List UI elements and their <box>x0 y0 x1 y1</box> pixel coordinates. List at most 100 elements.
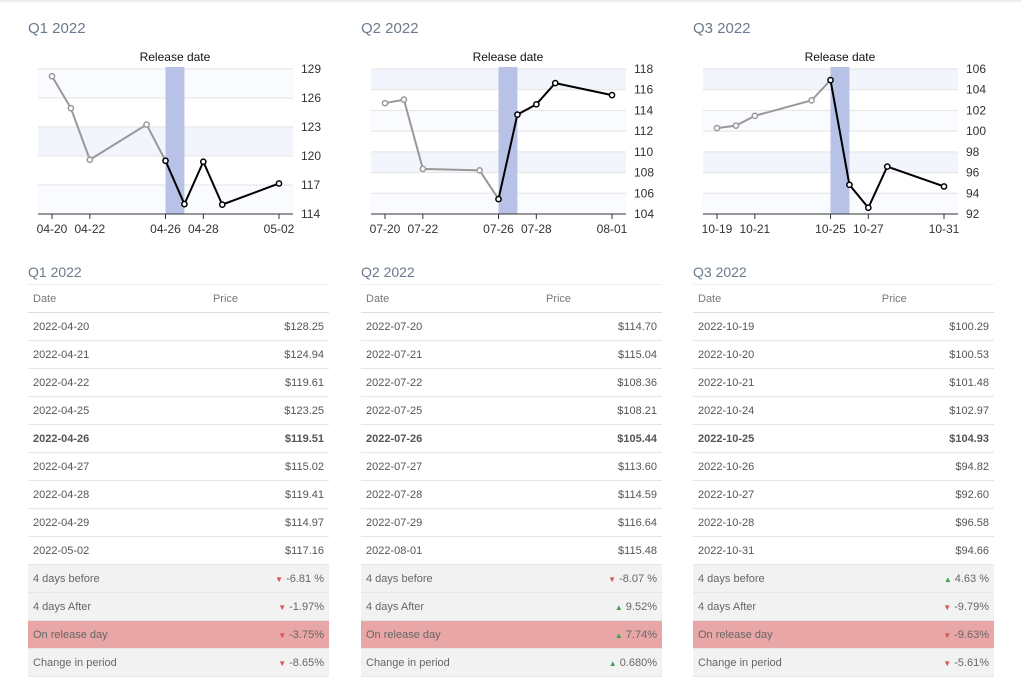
table-row: 2022-07-26 $105.44 <box>361 424 662 453</box>
x-tick-label: 05-02 <box>264 222 295 236</box>
date-column-header: Date <box>361 284 546 313</box>
price-chart: 104 106 108 110 112 114 116 118 Release date 07-2… <box>361 46 666 246</box>
table-row: 2022-08-01 $115.48 <box>361 536 662 565</box>
date-cell: 2022-04-22 <box>28 368 213 397</box>
stat-label: 4 days before <box>28 564 213 593</box>
stat-label: Change in period <box>361 648 546 677</box>
date-cell: 2022-10-26 <box>693 452 882 481</box>
table-row: 2022-10-25 $104.93 <box>693 424 994 453</box>
price-chart-svg: 92 94 96 98 100 102 104 106 Release date 10-19 10-… <box>702 50 987 236</box>
stat-value-cell: ▼ -6.81 % <box>212 564 329 593</box>
table-row: 2022-04-27 $115.02 <box>28 452 329 481</box>
y-tick-label: 94 <box>966 186 980 200</box>
price-chart-svg: 114 117 120 123 126 129 Release date 04-20 04-22… <box>37 50 322 236</box>
price-cell: $115.04 <box>545 340 662 369</box>
date-column-header: Date <box>693 284 882 313</box>
stat-row: 4 days After ▼ -1.97% <box>28 592 329 621</box>
date-cell: 2022-10-24 <box>693 396 882 425</box>
x-tick-label: 04-28 <box>188 222 219 236</box>
stat-value-cell: ▼ -8.07 % <box>545 564 662 593</box>
price-point <box>199 158 207 166</box>
x-tick-label: 07-22 <box>407 222 438 236</box>
stat-value: -1.97% <box>289 600 324 613</box>
date-cell: 2022-04-26 <box>28 424 213 453</box>
triangle-down-icon: ▼ <box>275 574 284 584</box>
stat-label: 4 days before <box>361 564 546 593</box>
x-tick-label: 07-26 <box>483 222 514 236</box>
stat-row: 4 days before ▼ -8.07 % <box>361 564 662 593</box>
x-tick-label: 07-28 <box>521 222 552 236</box>
table-row: 2022-10-27 $92.60 <box>693 480 994 509</box>
stat-row: Change in period ▼ -5.61% <box>693 648 994 677</box>
triangle-down-icon: ▼ <box>943 602 952 612</box>
y-tick-label: 129 <box>301 62 321 76</box>
price-cell: $94.82 <box>881 452 994 481</box>
triangle-down-icon: ▼ <box>943 630 952 640</box>
price-point <box>86 156 94 164</box>
price-cell: $102.97 <box>881 396 994 425</box>
y-tick-label: 123 <box>301 120 321 134</box>
stat-value-cell: ▼ -5.61% <box>881 648 994 677</box>
x-tick-label: 10-27 <box>853 222 884 236</box>
y-tick-label: 96 <box>966 166 980 180</box>
triangle-up-icon: ▲ <box>608 658 617 668</box>
date-cell: 2022-07-20 <box>361 312 546 341</box>
price-point <box>827 76 834 84</box>
date-cell: 2022-04-27 <box>28 452 213 481</box>
price-cell: $114.70 <box>545 312 662 341</box>
table-body: 2022-04-20 $128.25 2022-04-21 $124.94 2022-0… <box>28 312 329 677</box>
table-row: 2022-04-21 $124.94 <box>28 340 329 369</box>
table-row: 2022-07-25 $108.21 <box>361 396 662 425</box>
table-quarter-title: Q1 2022 <box>28 264 82 280</box>
price-cell: $115.02 <box>212 452 329 481</box>
x-tick-label: 04-22 <box>74 222 105 236</box>
release-date-band <box>830 67 850 214</box>
triangle-down-icon: ▼ <box>943 658 952 668</box>
stat-row: On release day ▼ -3.75% <box>28 620 329 649</box>
triangle-up-icon: ▲ <box>614 602 623 612</box>
price-point <box>713 124 721 132</box>
header-row: Date Price <box>28 284 329 313</box>
x-tick-label: 04-20 <box>37 222 68 236</box>
y-tick-label: 110 <box>634 145 653 159</box>
price-point <box>940 183 948 190</box>
price-point <box>218 201 226 208</box>
date-cell: 2022-07-25 <box>361 396 546 425</box>
y-tick-label: 104 <box>634 207 654 221</box>
stat-row: 4 days before ▼ -6.81 % <box>28 564 329 593</box>
stat-value-cell: ▼ -9.79% <box>881 592 994 621</box>
stat-value: 7.74% <box>625 628 657 641</box>
price-chart-svg: 104 106 108 110 112 114 116 118 Release date 07-2… <box>370 50 655 236</box>
date-cell: 2022-08-01 <box>361 536 546 565</box>
release-date-label: Release date <box>805 50 876 64</box>
release-date-band <box>165 67 185 214</box>
price-cell: $128.25 <box>212 312 329 341</box>
price-cell: $104.93 <box>881 424 994 453</box>
y-tick-label: 104 <box>966 83 986 97</box>
price-cell: $117.16 <box>212 536 329 565</box>
date-cell: 2022-10-31 <box>693 536 882 565</box>
stat-value-cell: ▼ -8.65% <box>212 648 329 677</box>
x-tick-label: 08-01 <box>597 222 628 236</box>
date-cell: 2022-05-02 <box>28 536 213 565</box>
date-cell: 2022-07-22 <box>361 368 546 397</box>
table-row: 2022-04-25 $123.25 <box>28 396 329 425</box>
price-cell: $123.25 <box>212 396 329 425</box>
table-row: 2022-10-20 $100.53 <box>693 340 994 369</box>
quarter-column: Q2 2022 104 106 108 110 112 114 116 118 Release d… <box>361 0 666 693</box>
price-point <box>495 195 502 203</box>
stat-row: Change in period ▼ -8.65% <box>28 648 329 677</box>
stat-value-cell: ▼ -1.97% <box>212 592 329 621</box>
table-body: 2022-10-19 $100.29 2022-10-20 $100.53 2022-1… <box>693 312 994 677</box>
stat-value-cell: ▼ -3.75% <box>212 620 329 649</box>
table-row: 2022-07-21 $115.04 <box>361 340 662 369</box>
price-cell: $108.21 <box>545 396 662 425</box>
stat-value-cell: ▲ 0.680% <box>545 648 662 677</box>
price-table: Date Price 2022-07-20 $114.70 2022-07-21 $115… <box>361 284 662 677</box>
price-table: Date Price 2022-10-19 $100.29 2022-10-20 $100… <box>693 284 994 677</box>
price-point <box>400 96 408 104</box>
price-cell: $100.29 <box>881 312 994 341</box>
price-cell: $94.66 <box>881 536 994 565</box>
price-point <box>751 112 759 120</box>
stat-value-cell: ▲ 7.74% <box>545 620 662 649</box>
